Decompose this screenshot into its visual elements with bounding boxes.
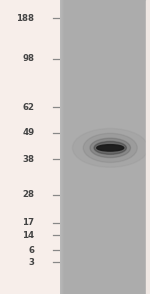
Ellipse shape <box>83 133 137 162</box>
Ellipse shape <box>90 138 130 158</box>
Text: 62: 62 <box>22 103 34 112</box>
Text: 49: 49 <box>22 128 34 137</box>
Bar <box>146 0 150 294</box>
Text: 98: 98 <box>22 54 34 63</box>
Bar <box>0 0 60 294</box>
Text: 6: 6 <box>28 246 34 255</box>
Text: 14: 14 <box>22 231 34 240</box>
Text: 28: 28 <box>22 190 34 199</box>
Text: 38: 38 <box>22 155 34 164</box>
Ellipse shape <box>72 128 148 167</box>
Text: 17: 17 <box>22 218 34 227</box>
Text: 3: 3 <box>28 258 34 267</box>
Ellipse shape <box>94 141 126 154</box>
Ellipse shape <box>97 145 124 151</box>
Text: 188: 188 <box>16 14 34 23</box>
